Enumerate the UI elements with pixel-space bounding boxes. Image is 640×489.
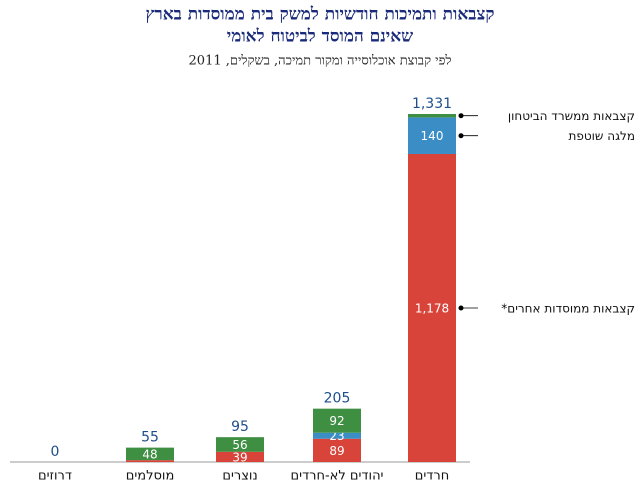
legend-label: קצבאות ממשרד הביטחון — [508, 109, 635, 123]
x-tick-label: נוצרים — [222, 469, 257, 484]
data-label: 140 — [421, 129, 444, 143]
total-label: 1,331 — [412, 96, 452, 112]
bar-segment — [408, 154, 456, 463]
x-tick-label: דרוזים — [38, 469, 72, 484]
total-label: 95 — [231, 419, 249, 435]
data-label: 39 — [232, 450, 247, 464]
data-label: 56 — [232, 438, 247, 452]
x-tick-label: מוסלמים — [126, 469, 175, 484]
bar-segment — [313, 438, 361, 462]
bar-segment — [408, 114, 456, 118]
data-label: 92 — [329, 414, 344, 428]
legend-bg — [478, 107, 638, 124]
data-label: 23 — [329, 429, 344, 443]
total-label: 205 — [324, 390, 351, 406]
legend-label: מלגה שוטפת — [568, 129, 635, 143]
total-label: 55 — [141, 430, 159, 446]
data-label: 89 — [329, 444, 344, 458]
bar-segment — [408, 117, 456, 155]
legend-bg — [478, 300, 638, 317]
total-label: 0 — [51, 444, 60, 460]
legend-bg — [478, 127, 638, 144]
bar-segment — [313, 408, 361, 433]
x-tick-label: חרדים — [415, 469, 449, 484]
data-label: 48 — [142, 447, 157, 461]
chart-title: קצבאות ותמיכות חודשיות למשק בית ממוסדות … — [146, 5, 495, 25]
data-label: 1,178 — [415, 302, 449, 316]
bar-segment — [216, 437, 264, 452]
chart-subtitle: לפי קבוצת אוכלוסייה ומקור תמיכה, בשקלים,… — [189, 54, 452, 69]
bar-segment — [126, 447, 174, 461]
bar-segment — [216, 451, 264, 462]
chart-title: שאינם המוסד לביטוח לאומי — [227, 27, 413, 47]
legend-label: קצבאות ממוסדות אחרים* — [501, 302, 635, 316]
bar-segment — [126, 460, 174, 462]
bar-segment — [313, 432, 361, 439]
x-tick-label: יהודים לא-חרדים — [291, 469, 384, 484]
